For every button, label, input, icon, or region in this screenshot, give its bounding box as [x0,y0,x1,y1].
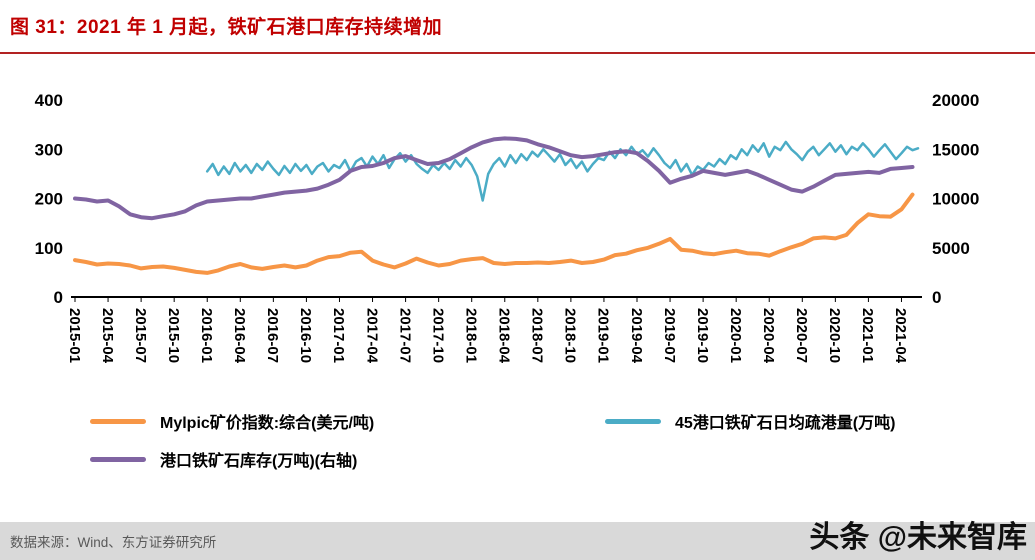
x-axis-label: 2021-01 [859,308,876,363]
svg-text:2015-07: 2015-07 [132,308,149,363]
series-line-2 [73,136,915,221]
legend-swatch-orange-line [90,418,146,424]
legend-row-2: 港口铁矿石库存(万吨)(右轴) [90,440,970,478]
svg-text:2019-10: 2019-10 [694,308,711,363]
svg-text:2021-04: 2021-04 [892,308,909,364]
legend-row-1: Mylpic矿价指数:综合(美元/吨) 45港口铁矿石日均疏港量(万吨) [90,402,970,440]
svg-text:2018-10: 2018-10 [562,308,579,363]
legend-item-port-clearance: 45港口铁矿石日均疏港量(万吨) [605,409,895,433]
svg-text:2018-01: 2018-01 [462,308,479,363]
y-axis-right-label: 20000 [932,91,979,110]
y-axis-right-label: 0 [932,288,941,307]
svg-text:2020-10: 2020-10 [826,308,843,363]
svg-text:2018-04: 2018-04 [496,308,513,364]
y-axis-left-label: 400 [35,91,63,110]
chart-title: 图 31：2021 年 1 月起，铁矿石港口库存持续增加 [10,17,443,38]
x-axis-label: 2018-07 [529,308,546,363]
x-axis-label: 2017-01 [330,308,347,363]
x-axis-label: 2015-04 [99,308,116,364]
y-axis-left-label: 300 [35,140,63,159]
svg-text:2016-04: 2016-04 [231,308,248,364]
svg-text:2017-07: 2017-07 [396,308,413,363]
legend-item-mylpic-index: Mylpic矿价指数:综合(美元/吨) [90,409,605,433]
svg-text:2017-04: 2017-04 [363,308,380,364]
x-axis-label: 2016-04 [231,308,248,364]
svg-text:2019-04: 2019-04 [628,308,645,364]
svg-text:2016-07: 2016-07 [264,308,281,363]
x-axis-label: 2020-07 [793,308,810,363]
x-axis-label: 2017-10 [429,308,446,363]
legend-label-port-inventory: 港口铁矿石库存(万吨)(右轴) [160,453,358,470]
x-axis-label: 2020-01 [727,308,744,363]
svg-text:2020-07: 2020-07 [793,308,810,363]
svg-text:2020-04: 2020-04 [760,308,777,364]
svg-text:2017-10: 2017-10 [429,308,446,363]
footer-bar: 数据来源：Wind、东方证券研究所 [0,522,1035,560]
x-axis-label: 2017-04 [363,308,380,364]
x-axis-label: 2018-01 [462,308,479,363]
svg-text:2016-01: 2016-01 [198,308,215,363]
chart-svg: 0 100 200 300 400 0 5000 10000 15000 20000 2015-01… [35,91,980,364]
y-axis-right-label: 15000 [932,140,979,159]
svg-text:2016-10: 2016-10 [297,308,314,363]
series-line-0 [73,192,915,275]
x-axis-label: 2020-04 [760,308,777,364]
x-axis-label: 2015-10 [165,308,182,363]
svg-text:2020-01: 2020-01 [727,308,744,363]
x-axis-label: 2017-07 [396,308,413,363]
legend-label-port-clearance: 45港口铁矿石日均疏港量(万吨) [675,415,896,432]
data-source-text: 数据来源：Wind、东方证券研究所 [10,535,217,550]
svg-text:2015-01: 2015-01 [66,308,83,363]
svg-text:2015-10: 2015-10 [165,308,182,363]
x-axis-label: 2019-10 [694,308,711,363]
x-axis-label: 2015-07 [132,308,149,363]
x-axis-label: 2016-10 [297,308,314,363]
x-axis-label: 2019-01 [595,308,612,363]
x-axis-label: 2019-04 [628,308,645,364]
y-axis-left-label: 0 [54,288,63,307]
y-axis-left-label: 200 [35,190,63,209]
x-axis-label: 2016-01 [198,308,215,363]
svg-text:2018-07: 2018-07 [529,308,546,363]
chart-legend: Mylpic矿价指数:综合(美元/吨) 45港口铁矿石日均疏港量(万吨) 港口铁… [90,402,970,478]
svg-text:2021-01: 2021-01 [859,308,876,363]
svg-text:2017-01: 2017-01 [330,308,347,363]
watermark-text: 头条 @未来智库 [809,521,1027,554]
legend-swatch-teal-line [605,418,661,424]
x-axis-label: 2020-10 [826,308,843,363]
x-axis-label: 2021-04 [892,308,909,364]
y-axis-right-label: 10000 [932,190,979,209]
x-axis-label: 2016-07 [264,308,281,363]
x-axis-label: 2018-10 [562,308,579,363]
x-axis-label: 2015-01 [66,308,83,363]
svg-text:2015-04: 2015-04 [99,308,116,364]
y-axis-right-label: 5000 [932,239,970,258]
svg-text:2019-07: 2019-07 [661,308,678,363]
y-axis-left-label: 100 [35,239,63,258]
legend-label-mylpic-index: Mylpic矿价指数:综合(美元/吨) [160,415,375,432]
x-axis-label: 2019-07 [661,308,678,363]
legend-item-port-inventory: 港口铁矿石库存(万吨)(右轴) [90,447,605,471]
x-axis-label: 2018-04 [496,308,513,364]
title-underline [0,52,1035,54]
series-line-1 [205,140,920,202]
svg-text:2019-01: 2019-01 [595,308,612,363]
legend-swatch-purple-line [90,456,146,462]
